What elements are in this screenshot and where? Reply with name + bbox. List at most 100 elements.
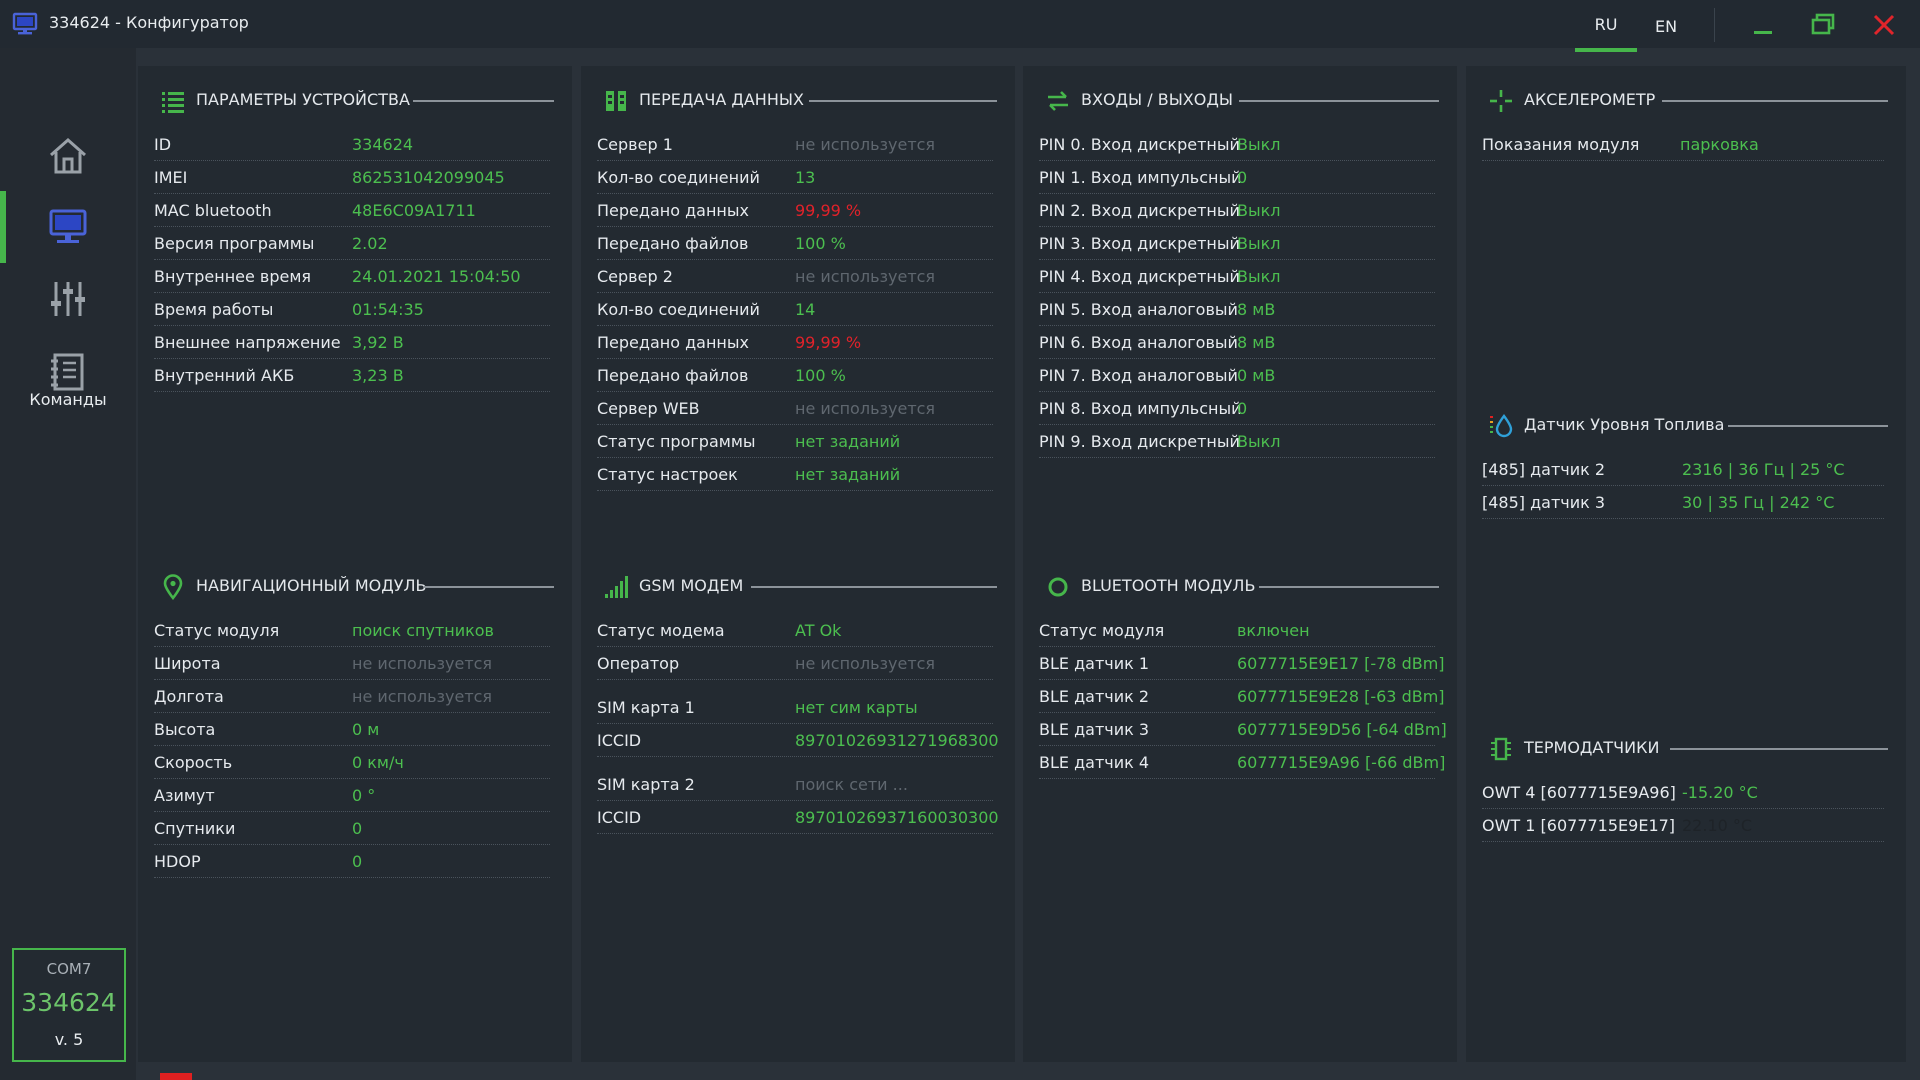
param-value: 0 [352, 852, 363, 871]
sidebar-item-settings[interactable] [0, 263, 136, 335]
list-item: ICCID 89701026931271968300 [597, 724, 999, 757]
param-value: 89701026937160030300 [795, 808, 999, 827]
list-item: Спутники 0 [154, 812, 550, 845]
param-value: 2316 | 36 Гц | 25 °С [1682, 460, 1845, 479]
columns-icon [606, 91, 626, 111]
home-icon [50, 137, 86, 174]
param-label: Кол-во соединений [597, 300, 760, 319]
circle-icon [1048, 577, 1068, 597]
bluetooth-list: Статус модуля включен BLE датчик 1 6077715… [1039, 614, 1447, 779]
chip-icon [1491, 737, 1511, 761]
list-item: Внутренний АКБ 3,23 В [154, 359, 550, 392]
io-list: PIN 0. Вход дискретный Выкл PIN 1. Вход и… [1039, 128, 1435, 458]
param-value: включен [1237, 621, 1310, 640]
param-value: 0 ° [352, 786, 376, 805]
param-label: Передано данных [597, 201, 749, 220]
param-label: Внутреннее время [154, 267, 312, 286]
sidebar-item-device[interactable] [0, 191, 136, 263]
param-value: нет заданий [795, 432, 901, 451]
list-item: SIM карта 1 нет сим карты [597, 691, 993, 724]
sidebar-item-commands[interactable] [0, 336, 136, 408]
param-label: Сервер WEB [597, 399, 700, 418]
sidebar-item-home[interactable] [0, 120, 136, 192]
monitor-icon [49, 209, 87, 243]
param-value: 6077715E9E28 [-63 dBm] [1237, 687, 1445, 706]
section-title: ВХОДЫ / ВЫХОДЫ [1081, 90, 1233, 109]
list-item: PIN 2. Вход дискретный Выкл [1039, 194, 1435, 227]
param-label: Передано файлов [597, 366, 749, 385]
arrows-exchange-icon [1048, 91, 1068, 111]
param-value: 2.02 [352, 234, 388, 253]
section-title: АКСЕЛЕРОМЕТР [1524, 90, 1656, 109]
status-marker [160, 1073, 192, 1080]
param-label: Статус настроек [597, 465, 738, 484]
list-item: HDOP 0 [154, 845, 550, 878]
param-label: Статус программы [597, 432, 756, 451]
minimize-button[interactable] [1748, 10, 1778, 40]
param-value: 0 м [352, 720, 380, 739]
list-item: MAC bluetooth 48E6C09A1711 [154, 194, 550, 227]
param-label: PIN 9. Вход дискретный [1039, 432, 1240, 451]
param-label: Статус модема [597, 621, 725, 640]
restore-button[interactable] [1808, 10, 1838, 40]
param-value: 6077715E9E17 [-78 dBm] [1237, 654, 1445, 673]
list-item: PIN 0. Вход дискретный Выкл [1039, 128, 1435, 161]
fuel-drop-icon [1490, 414, 1513, 438]
param-value: Выкл [1237, 135, 1281, 154]
list-item: Время работы 01:54:35 [154, 293, 550, 326]
param-label: HDOP [154, 852, 201, 871]
param-label: Сервер 2 [597, 267, 673, 286]
param-value: 0 км/ч [352, 753, 404, 772]
lang-en-tab[interactable]: EN [1654, 16, 1678, 36]
close-button[interactable] [1869, 10, 1899, 40]
param-label: PIN 2. Вход дискретный [1039, 201, 1240, 220]
connection-device-id: 334624 [21, 988, 117, 1017]
param-value: 0 [1237, 399, 1248, 418]
gsm-list: Статус модема AT Ok Оператор не использует… [597, 614, 999, 834]
param-value: 99,99 % [795, 333, 862, 352]
section-title: ПАРАМЕТРЫ УСТРОЙСТВА [196, 90, 410, 109]
section-divider [424, 586, 554, 588]
list-item: Передано файлов 100 % [597, 227, 993, 260]
list-icon [162, 92, 184, 113]
param-value: 99,99 % [795, 201, 862, 220]
list-item: PIN 4. Вход дискретный Выкл [1039, 260, 1435, 293]
section-title: BLUETOOTH МОДУЛЬ [1081, 576, 1256, 595]
param-value: 30 | 35 Гц | 242 °С [1682, 493, 1835, 512]
list-item: Азимут 0 ° [154, 779, 550, 812]
list-item: PIN 3. Вход дискретный Выкл [1039, 227, 1435, 260]
param-label: BLE датчик 1 [1039, 654, 1150, 673]
section-divider [1259, 586, 1439, 588]
titlebar-divider [1714, 8, 1715, 42]
list-item: Статус программы нет заданий [597, 425, 993, 458]
param-label: PIN 5. Вход аналоговый [1039, 300, 1238, 319]
section-gsm: GSM МОДЕМ Статус модема AT Ok Оператор не … [581, 572, 1015, 834]
param-value: 22.10 °С [1682, 816, 1753, 835]
list-item: Статус настроек нет заданий [597, 458, 993, 491]
section-title: Датчик Уровня Топлива [1524, 415, 1725, 434]
section-title: GSM МОДЕМ [639, 576, 744, 595]
param-value: 0 [352, 819, 363, 838]
accelerometer-list: Показания модуля парковка [1482, 128, 1884, 161]
list-item: Передано данных 99,99 % [597, 326, 993, 359]
list-item: Широта не используется [154, 647, 550, 680]
section-divider [413, 100, 554, 102]
param-label: BLE датчик 2 [1039, 687, 1150, 706]
param-value: не используется [352, 687, 493, 706]
param-value: поиск спутников [352, 621, 494, 640]
sidebar-commands-label[interactable]: Команды [29, 390, 107, 409]
param-value: -15.20 °С [1682, 783, 1758, 802]
param-value: 0 мВ [1237, 366, 1276, 385]
param-value: 48E6C09A1711 [352, 201, 476, 220]
title-bar: 334624 - Конфигуратор RU EN [0, 0, 1920, 52]
param-label: MAC bluetooth [154, 201, 272, 220]
list-item: PIN 8. Вход импульсный 0 [1039, 392, 1435, 425]
param-label: ICCID [597, 731, 642, 750]
param-value: 89701026931271968300 [795, 731, 999, 750]
list-item: Статус модема AT Ok [597, 614, 993, 647]
param-value: Выкл [1237, 432, 1281, 451]
lang-ru-tab[interactable]: RU [1575, 0, 1637, 52]
param-label: BLE датчик 3 [1039, 720, 1150, 739]
param-label: Оператор [597, 654, 680, 673]
param-value: 6077715E9A96 [-66 dBm] [1237, 753, 1446, 772]
